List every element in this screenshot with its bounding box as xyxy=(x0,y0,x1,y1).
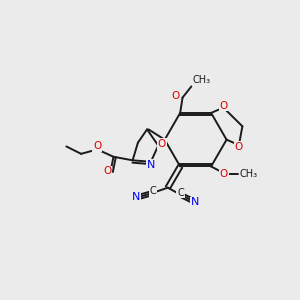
Text: N: N xyxy=(147,160,155,170)
Text: C: C xyxy=(150,186,157,196)
Text: CH₃: CH₃ xyxy=(239,169,257,179)
Text: O: O xyxy=(219,100,228,111)
Text: O: O xyxy=(93,142,101,152)
Text: O: O xyxy=(171,91,180,101)
Text: O: O xyxy=(158,139,166,149)
Text: CH₃: CH₃ xyxy=(193,75,211,85)
Text: C: C xyxy=(177,188,184,198)
Text: N: N xyxy=(191,197,199,207)
Text: O: O xyxy=(235,142,243,152)
Text: O: O xyxy=(103,167,111,176)
Text: O: O xyxy=(220,169,228,179)
Text: N: N xyxy=(132,192,140,202)
